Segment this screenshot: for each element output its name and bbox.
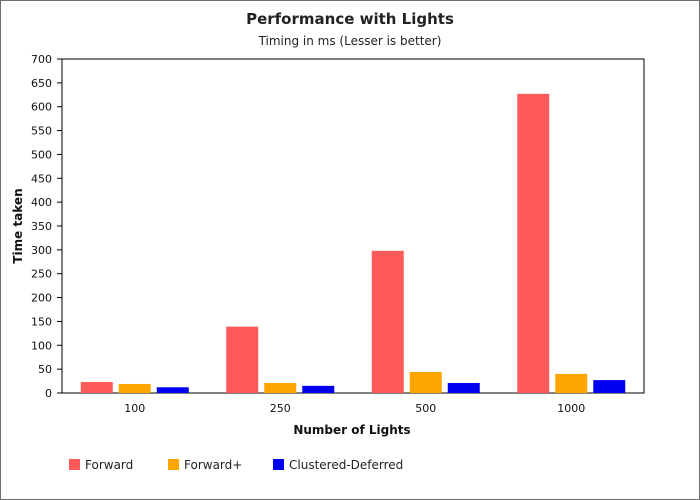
y-tick-label: 50 xyxy=(38,363,52,376)
chart-subtitle: Timing in ms (Lesser is better) xyxy=(258,34,442,48)
legend-label[interactable]: Forward xyxy=(85,458,133,472)
bar-forward-250[interactable] xyxy=(226,326,259,393)
y-tick-label: 600 xyxy=(31,101,52,114)
y-tick-label: 400 xyxy=(31,196,52,209)
bar-forward--500[interactable] xyxy=(409,372,442,393)
legend-label[interactable]: Forward+ xyxy=(184,458,242,472)
y-tick-label: 550 xyxy=(31,125,52,138)
y-axis: 0 50 100 150 200 250 300 350 400 450 500 550 600 650 7… xyxy=(31,53,62,400)
legend: Forward Forward+ Clustered-Deferred xyxy=(69,458,403,472)
legend-swatch xyxy=(168,459,179,470)
y-tick-label: 350 xyxy=(31,220,52,233)
legend-label[interactable]: Clustered-Deferred xyxy=(289,458,403,472)
y-tick-label: 450 xyxy=(31,172,52,185)
x-tick-label: 1000 xyxy=(557,402,585,415)
y-tick-label: 700 xyxy=(31,53,52,66)
y-tick-label: 300 xyxy=(31,244,52,257)
x-axis: 100 250 500 1000 xyxy=(124,402,585,415)
legend-swatch xyxy=(273,459,284,470)
plot-area xyxy=(61,58,645,394)
bar-forward-100[interactable] xyxy=(80,382,113,393)
bar-forward-1000[interactable] xyxy=(517,93,550,394)
bar-clustered-deferred-250[interactable] xyxy=(302,385,335,393)
legend-swatch xyxy=(69,459,80,470)
bar-clustered-deferred-100[interactable] xyxy=(156,387,189,393)
chart-title: Performance with Lights xyxy=(246,10,454,28)
y-tick-label: 200 xyxy=(31,292,52,305)
bar-forward--100[interactable] xyxy=(118,383,151,393)
y-tick-label: 500 xyxy=(31,148,52,161)
y-tick-label: 650 xyxy=(31,77,52,90)
y-tick-label: 0 xyxy=(45,387,52,400)
y-tick-label: 250 xyxy=(31,268,52,281)
x-tick-label: 100 xyxy=(124,402,145,415)
y-axis-title: Time taken xyxy=(11,188,25,263)
bar-forward-500[interactable] xyxy=(371,250,404,393)
x-axis-title: Number of Lights xyxy=(293,423,410,437)
bar-clustered-deferred-1000[interactable] xyxy=(593,380,626,393)
x-tick-label: 500 xyxy=(415,402,436,415)
bar-forward--250[interactable] xyxy=(264,382,297,393)
bars-group xyxy=(80,93,626,394)
y-tick-label: 150 xyxy=(31,315,52,328)
bar-forward--1000[interactable] xyxy=(555,373,588,393)
bar-clustered-deferred-500[interactable] xyxy=(447,382,480,393)
x-tick-label: 250 xyxy=(270,402,291,415)
y-tick-label: 100 xyxy=(31,339,52,352)
